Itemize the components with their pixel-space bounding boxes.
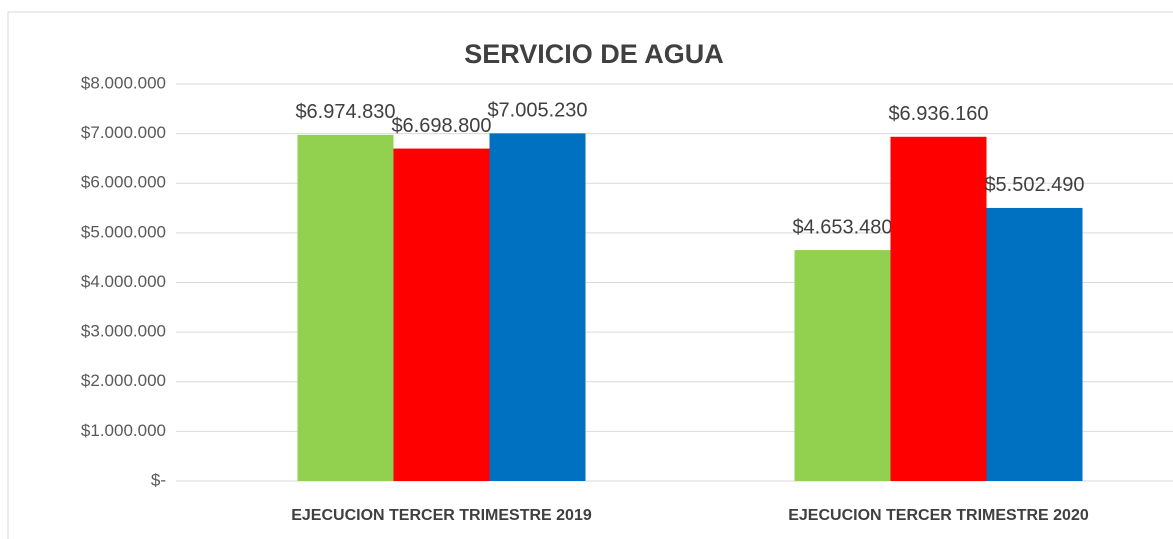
data-label: $6.698.800 [391,115,491,137]
y-tick-label: $4.000.000 [81,272,166,291]
y-tick-label: $1.000.000 [81,421,166,440]
y-tick-label: $6.000.000 [81,173,166,192]
x-tick-label: EJECUCION TERCER TRIMESTRE 2019 [291,507,592,524]
bar [489,133,586,481]
bar [986,207,1083,481]
x-tick-label: EJECUCION TERCER TRIMESTRE 2020 [788,507,1089,524]
data-label: $7.005.230 [487,100,587,122]
bar [794,250,891,481]
bar [297,134,394,481]
y-tick-label: $5.000.000 [81,222,166,241]
bar [890,136,987,481]
data-label: $5.502.490 [984,174,1084,196]
y-tick-label: $3.000.000 [81,322,166,341]
y-tick-label: $2.000.000 [81,371,166,390]
chart-title: SERVICIO DE AGUA [464,39,724,69]
y-tick-label: $8.000.000 [81,73,166,92]
data-label: $6.936.160 [888,103,988,125]
bar [393,148,490,481]
data-label: $6.974.830 [295,101,395,123]
y-tick-label: $7.000.000 [81,123,166,142]
y-tick-label: $- [151,470,166,489]
data-label: $4.653.480 [792,216,892,238]
